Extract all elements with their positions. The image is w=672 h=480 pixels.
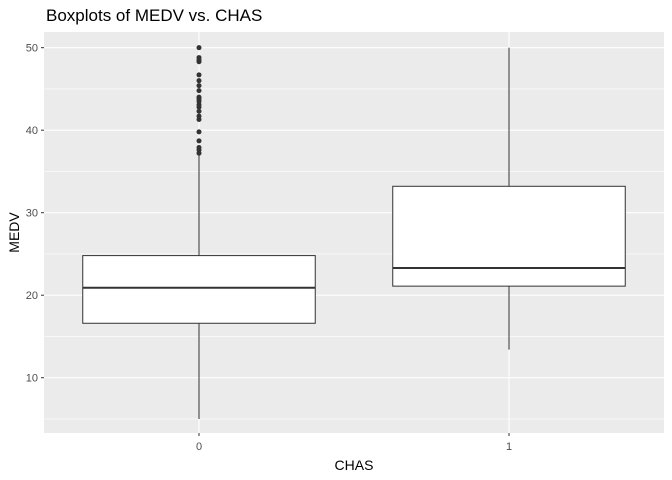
outlier-point (196, 129, 202, 135)
minor-gridlines (44, 88, 664, 420)
y-tick-label: 40 (26, 125, 38, 137)
y-tick-label: 20 (26, 290, 38, 302)
y-tick-label: 50 (26, 43, 38, 55)
box-iqr (392, 185, 626, 287)
outlier-point (196, 45, 202, 51)
y-tick-label: 10 (26, 373, 38, 385)
y-axis-title: MEDV (6, 212, 22, 253)
x-axis-title: CHAS (335, 457, 374, 473)
outlier-point (196, 138, 202, 144)
outlier-point (196, 113, 202, 119)
outlier-point (196, 78, 202, 84)
boxes-layer (82, 45, 626, 419)
y-tick-label: 30 (26, 208, 38, 220)
box-iqr (82, 255, 316, 324)
outlier-point (196, 94, 202, 100)
outlier-point (196, 88, 202, 94)
outlier-point (196, 72, 202, 78)
outlier-point (196, 55, 202, 61)
chart-title: Boxplots of MEDV vs. CHAS (46, 6, 263, 25)
outlier-point (196, 145, 202, 151)
outlier-point (196, 83, 202, 89)
axes-layer: 10 20 30 40 50 0 1 (26, 43, 512, 453)
x-tick-label: 0 (196, 441, 202, 453)
outlier-point (196, 108, 202, 114)
x-tick-label: 1 (506, 441, 512, 453)
